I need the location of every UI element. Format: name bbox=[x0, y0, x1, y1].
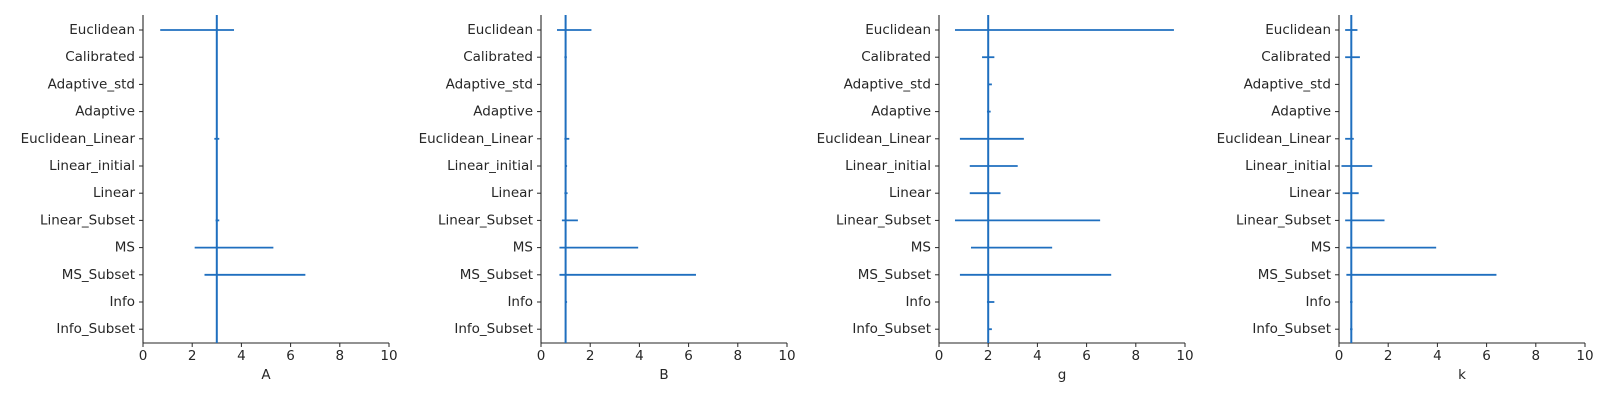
y-tick-label: Calibrated bbox=[861, 49, 931, 65]
y-tick-label: Adaptive bbox=[473, 104, 533, 120]
x-tick-label: 0 bbox=[139, 348, 148, 364]
y-tick-label: Info_Subset bbox=[1252, 321, 1331, 337]
x-axis-label: B bbox=[659, 367, 668, 383]
y-tick-label: Linear bbox=[1289, 185, 1331, 201]
x-tick-label: 8 bbox=[734, 348, 743, 364]
x-tick-label: 2 bbox=[1384, 348, 1393, 364]
y-tick-label: Linear_Subset bbox=[1236, 212, 1331, 228]
y-tick-label: Linear bbox=[889, 185, 931, 201]
y-tick-label: Linear_initial bbox=[49, 158, 135, 174]
x-tick-label: 4 bbox=[237, 348, 246, 364]
x-tick-label: 4 bbox=[1433, 348, 1442, 364]
x-tick-label: 2 bbox=[586, 348, 595, 364]
x-axis-label: k bbox=[1458, 367, 1466, 383]
y-tick-label: MS_Subset bbox=[460, 267, 533, 283]
y-tick-label: Adaptive_std bbox=[48, 76, 135, 92]
x-tick-label: 10 bbox=[778, 348, 795, 364]
y-tick-label: Adaptive_std bbox=[1244, 76, 1331, 92]
y-tick-label: Euclidean bbox=[1265, 22, 1331, 38]
y-tick-label: Info_Subset bbox=[56, 321, 135, 337]
y-tick-label: Linear_initial bbox=[845, 158, 931, 174]
y-tick-label: MS bbox=[513, 240, 533, 256]
y-tick-label: Info bbox=[905, 294, 931, 310]
y-tick-label: MS_Subset bbox=[62, 267, 135, 283]
y-tick-label: MS_Subset bbox=[858, 267, 931, 283]
y-tick-label: Euclidean bbox=[69, 22, 135, 38]
y-tick-label: Info bbox=[507, 294, 533, 310]
x-tick-label: 6 bbox=[1482, 348, 1491, 364]
x-tick-label: 10 bbox=[380, 348, 397, 364]
y-tick-label: Calibrated bbox=[463, 49, 533, 65]
y-tick-label: Linear_Subset bbox=[836, 212, 931, 228]
y-tick-label: Adaptive bbox=[871, 104, 931, 120]
y-tick-label: Euclidean_Linear bbox=[419, 131, 534, 147]
panel-g: Euclidean Calibrated Adaptive_std Adaptive E… bbox=[817, 15, 1194, 383]
y-tick-label: Euclidean_Linear bbox=[817, 131, 932, 147]
panel-B: Euclidean Calibrated Adaptive_std Adaptive E… bbox=[419, 15, 796, 383]
x-tick-label: 0 bbox=[1335, 348, 1344, 364]
x-axis-label: g bbox=[1058, 367, 1067, 383]
x-tick-label: 8 bbox=[1532, 348, 1541, 364]
y-tick-label: Calibrated bbox=[65, 49, 135, 65]
y-tick-label: Euclidean bbox=[467, 22, 533, 38]
y-tick-label: MS_Subset bbox=[1258, 267, 1331, 283]
x-tick-label: 4 bbox=[1033, 348, 1042, 364]
panel-k: Euclidean Calibrated Adaptive_std Adaptive E… bbox=[1217, 15, 1594, 383]
y-tick-label: MS bbox=[115, 240, 135, 256]
x-tick-label: 8 bbox=[1132, 348, 1141, 364]
y-tick-label: Info bbox=[109, 294, 135, 310]
y-tick-label: Adaptive bbox=[75, 104, 135, 120]
y-tick-label: MS bbox=[1311, 240, 1331, 256]
x-tick-label: 6 bbox=[684, 348, 693, 364]
y-tick-label: Linear bbox=[93, 185, 135, 201]
x-tick-label: 0 bbox=[537, 348, 546, 364]
y-tick-label: Euclidean bbox=[865, 22, 931, 38]
y-tick-label: Calibrated bbox=[1261, 49, 1331, 65]
y-tick-label: Adaptive_std bbox=[446, 76, 533, 92]
x-tick-label: 4 bbox=[635, 348, 644, 364]
y-tick-label: MS bbox=[911, 240, 931, 256]
x-axis-label: A bbox=[261, 367, 271, 383]
x-tick-label: 0 bbox=[935, 348, 944, 364]
y-tick-label: Linear bbox=[491, 185, 533, 201]
y-tick-label: Linear_initial bbox=[1245, 158, 1331, 174]
y-tick-label: Linear_Subset bbox=[438, 212, 533, 228]
y-tick-label: Info_Subset bbox=[454, 321, 533, 337]
y-tick-label: Euclidean_Linear bbox=[21, 131, 136, 147]
x-tick-label: 8 bbox=[336, 348, 345, 364]
y-tick-label: Info bbox=[1305, 294, 1331, 310]
x-tick-label: 10 bbox=[1176, 348, 1193, 364]
y-tick-label: Euclidean_Linear bbox=[1217, 131, 1332, 147]
y-tick-label: Linear_initial bbox=[447, 158, 533, 174]
panel-A: Euclidean Calibrated Adaptive_std Adaptive E… bbox=[21, 15, 398, 383]
x-tick-label: 6 bbox=[286, 348, 295, 364]
y-tick-label: Adaptive bbox=[1271, 104, 1331, 120]
x-tick-label: 2 bbox=[984, 348, 993, 364]
y-tick-label: Adaptive_std bbox=[844, 76, 931, 92]
x-tick-label: 6 bbox=[1082, 348, 1091, 364]
y-tick-label: Info_Subset bbox=[852, 321, 931, 337]
x-tick-label: 10 bbox=[1576, 348, 1593, 364]
y-tick-label: Linear_Subset bbox=[40, 212, 135, 228]
x-tick-label: 2 bbox=[188, 348, 197, 364]
